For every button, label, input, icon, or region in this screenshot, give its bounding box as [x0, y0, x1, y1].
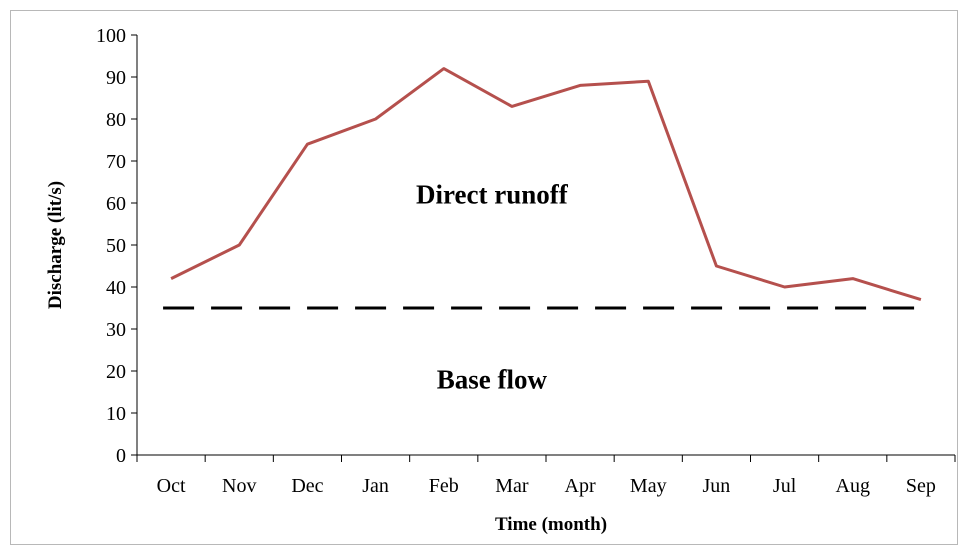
y-tick-label: 60 — [106, 193, 126, 215]
discharge-series-line — [170, 67, 922, 302]
x-tick-label: Oct — [157, 475, 186, 497]
x-tick-label: Sep — [906, 475, 936, 497]
y-tick-label: 90 — [106, 67, 126, 89]
x-axis-title: Time (month) — [495, 514, 607, 535]
y-tick-label: 0 — [116, 445, 126, 467]
annotations: Direct runoff Base flow — [416, 180, 569, 395]
y-tick-label: 40 — [106, 277, 126, 299]
y-tick-label: 20 — [106, 361, 126, 383]
y-tick-label: 50 — [106, 235, 126, 257]
x-tick-label: Nov — [222, 475, 256, 497]
chart-frame — [10, 10, 958, 545]
x-tick-label: Apr — [565, 475, 596, 497]
y-tick-label: 70 — [106, 151, 126, 173]
y-tick-label: 80 — [106, 109, 126, 131]
x-tick-label: Dec — [291, 475, 323, 497]
y-tick-label: 30 — [106, 319, 126, 341]
x-tick-label: Aug — [836, 475, 870, 497]
x-tick-label: Feb — [429, 475, 459, 497]
y-axis-title: Discharge (lit/s) — [45, 181, 66, 309]
y-tick-label: 10 — [106, 403, 126, 425]
y-axis-ticks: 0 10 20 30 40 50 60 70 80 90 100 — [96, 25, 137, 467]
x-tick-label: Jul — [773, 475, 797, 497]
x-tick-label: May — [630, 475, 667, 497]
annotation-0: Direct runoff — [416, 180, 569, 210]
x-axis-ticks: Oct Nov Dec Jan Feb Mar Apr May Jun Jul Aug Sep — [136, 455, 956, 497]
annotation-1: Base flow — [437, 364, 548, 394]
x-tick-label: Jun — [703, 475, 731, 497]
y-tick-label: 100 — [96, 25, 126, 47]
x-tick-label: Jan — [362, 475, 389, 497]
x-tick-label: Mar — [495, 475, 529, 497]
